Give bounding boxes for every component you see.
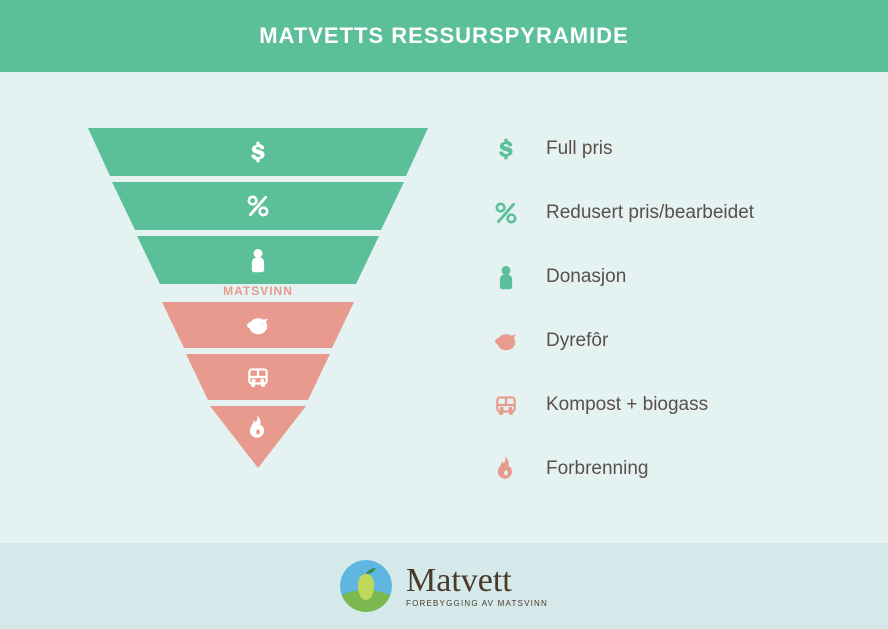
legend-row-5: Forbrenning	[490, 454, 850, 484]
header: MATVETTS RESSURSPYRAMIDE	[0, 0, 888, 72]
footer: Matvett FOREBYGGING AV MATSVINN	[0, 543, 888, 629]
percent-icon	[245, 193, 271, 219]
funnel-level-donation	[137, 236, 379, 284]
page-title: MATVETTS RESSURSPYRAMIDE	[259, 23, 629, 49]
funnel-level-reduced	[112, 182, 404, 230]
legend-label: Kompost + biogass	[546, 394, 708, 416]
dollar-icon	[490, 134, 522, 164]
person-icon	[245, 247, 271, 273]
legend-label: Donasjon	[546, 266, 626, 288]
percent-icon	[490, 198, 522, 228]
funnel-pyramid: MATSVINN	[88, 128, 428, 474]
bus-icon	[245, 364, 271, 390]
legend-label: Redusert pris/bearbeidet	[546, 202, 754, 224]
brand-text: Matvett FOREBYGGING AV MATSVINN	[406, 564, 548, 608]
pig-icon	[490, 326, 522, 356]
person-icon	[490, 262, 522, 292]
funnel-level-feed: MATSVINN	[162, 302, 354, 348]
legend-label: Dyrefôr	[546, 330, 608, 352]
brand-name: Matvett	[406, 564, 512, 598]
main-region: MATSVINN Full pris Redusert pris/bearbeid…	[0, 72, 888, 542]
legend-row-0: Full pris	[490, 134, 850, 164]
flame-icon	[490, 454, 522, 484]
funnel-level-burn	[210, 406, 306, 468]
legend-row-2: Donasjon	[490, 262, 850, 292]
brand-tagline: FOREBYGGING AV MATSVINN	[406, 600, 548, 608]
flame-icon	[245, 415, 271, 441]
bus-icon	[490, 390, 522, 420]
legend-row-3: Dyrefôr	[490, 326, 850, 356]
legend-row-1: Redusert pris/bearbeidet	[490, 198, 850, 228]
legend-row-4: Kompost + biogass	[490, 390, 850, 420]
funnel-level-full-price	[88, 128, 428, 176]
brand-logo	[340, 560, 392, 612]
funnel-level-compost	[186, 354, 330, 400]
legend-label: Full pris	[546, 138, 613, 160]
legend-label: Forbrenning	[546, 458, 648, 480]
dollar-icon	[245, 139, 271, 165]
matsvinn-label: MATSVINN	[223, 284, 293, 302]
pig-icon	[245, 312, 271, 338]
legend: Full pris Redusert pris/bearbeidet Donasjo…	[490, 134, 850, 518]
